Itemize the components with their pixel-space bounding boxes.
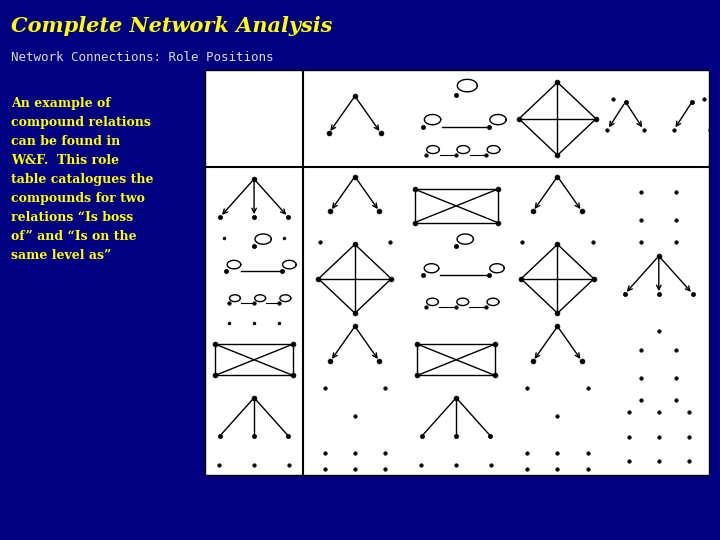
Text: Network Connections: Role Positions: Network Connections: Role Positions xyxy=(11,51,274,64)
Text: An example of
compound relations
can be found in
W&F.  This role
table catalogue: An example of compound relations can be … xyxy=(11,97,153,262)
Text: Complete Network Analysis: Complete Network Analysis xyxy=(11,16,332,36)
Bar xyxy=(205,70,709,475)
